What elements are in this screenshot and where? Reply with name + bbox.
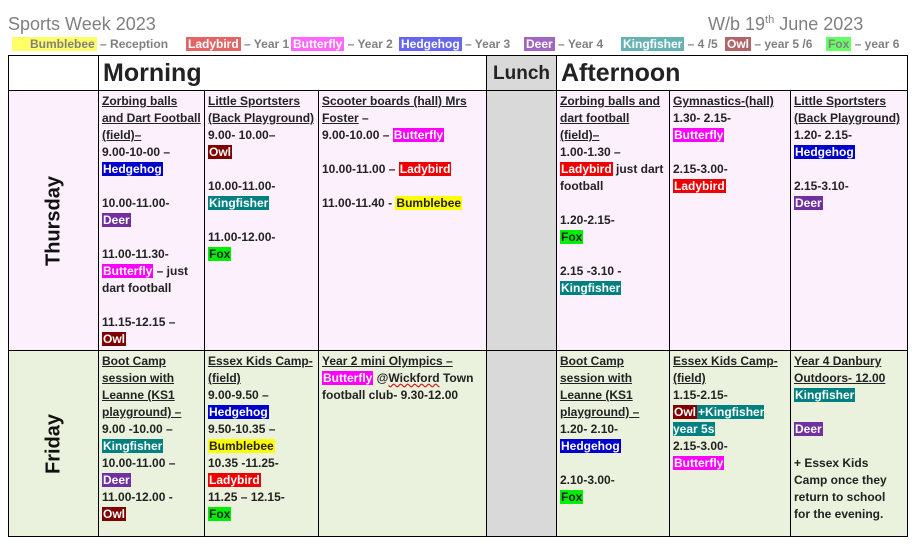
house-tag: Hedgehog bbox=[102, 162, 163, 176]
fri-essex-kids-camp-pm: Essex Kids Camp- (field) 1.15-2.15- Owl +… bbox=[669, 350, 791, 537]
house-tag: Kingfisher bbox=[560, 281, 622, 295]
house-tag: Deer bbox=[794, 196, 823, 210]
timetable: Morning Lunch Afternoon Thursday Zorbing… bbox=[8, 55, 909, 537]
fri-boot-camp-am: Boot Camp session with Leanne (KS1 playg… bbox=[98, 350, 205, 537]
house-key: Bumblebee – Reception Ladybird – Year 1 … bbox=[0, 37, 919, 54]
fri-mini-olympics: Year 2 mini Olympics – Butterfly @Wickfo… bbox=[318, 350, 487, 537]
house-tag: Owl bbox=[102, 507, 127, 521]
house-tag: Ladybird bbox=[673, 179, 726, 193]
page-title: Sports Week 2023 bbox=[8, 14, 156, 34]
house-tag: Butterfly bbox=[673, 128, 725, 142]
key-deer: Deer – Year 4 bbox=[524, 37, 604, 51]
house-tag: Ladybird bbox=[560, 162, 613, 176]
lunch-header: Lunch bbox=[486, 55, 557, 91]
house-tag: Butterfly bbox=[392, 128, 445, 142]
house-tag: Fox bbox=[208, 507, 232, 521]
house-tag: Kingfisher bbox=[102, 439, 164, 453]
house-tag: Butterfly bbox=[102, 264, 154, 278]
thu-scooter-boards: Scooter boards (hall) Mrs Foster – 9.00-… bbox=[318, 90, 487, 351]
day-friday: Friday bbox=[8, 350, 99, 537]
key-hedgehog: Hedgehog – Year 3 bbox=[399, 37, 511, 51]
house-tag: Owl bbox=[673, 405, 698, 419]
house-tag: Deer bbox=[794, 422, 823, 436]
house-tag: Butterfly bbox=[673, 456, 725, 470]
thu-zorbing-pm: Zorbing balls and dart football (field)–… bbox=[556, 90, 670, 351]
house-tag: Bumblebee bbox=[395, 196, 463, 210]
corner-cell bbox=[8, 55, 99, 91]
thu-lunch bbox=[486, 90, 557, 351]
morning-header: Morning bbox=[98, 55, 487, 91]
house-tag: Bumblebee bbox=[208, 439, 275, 453]
house-tag: Fox bbox=[208, 247, 232, 261]
house-tag: Fox bbox=[560, 490, 584, 504]
header-row: Morning Lunch Afternoon bbox=[8, 55, 909, 91]
afternoon-header: Afternoon bbox=[555, 55, 909, 91]
key-owl: Owl – year 5 /6 bbox=[725, 37, 813, 51]
thu-gymnastics: Gymnastics-(hall) 1.30- 2.15- Butterfly … bbox=[669, 90, 791, 351]
house-tag: Kingfisher bbox=[794, 388, 856, 402]
house-tag: Deer bbox=[102, 213, 131, 227]
thu-little-sportsters-pm: Little Sportsters (Back Playground) 1.20… bbox=[789, 90, 909, 351]
key-bumblebee: Bumblebee – Reception bbox=[12, 37, 168, 51]
fri-essex-kids-camp-am: Essex Kids Camp- (field) 9.00-9.50 – Hed… bbox=[204, 350, 319, 537]
fri-lunch bbox=[486, 350, 557, 537]
thu-zorbing-am: Zorbing balls and Dart Football (field)–… bbox=[98, 90, 205, 351]
friday-row: Friday Boot Camp session with Leanne (KS… bbox=[8, 350, 909, 537]
house-tag: Ladybird bbox=[398, 162, 452, 176]
house-tag: Fox bbox=[560, 230, 584, 244]
week-beginning: W/b 19th June 2023 bbox=[708, 14, 864, 34]
key-butterfly: Butterfly – Year 2 bbox=[291, 37, 393, 51]
fri-danbury-outdoors: Year 4 Danbury Outdoors- 12.00 Kingfishe… bbox=[789, 350, 909, 537]
house-tag: Kingfisher bbox=[208, 196, 270, 210]
thursday-row: Thursday Zorbing balls and Dart Football… bbox=[8, 90, 909, 351]
thu-little-sportsters-am: Little Sportsters (Back Playground) 9.00… bbox=[204, 90, 319, 351]
house-tag: Hedgehog bbox=[208, 405, 269, 419]
key-ladybird: Ladybird – Year 1 bbox=[186, 37, 290, 51]
fri-boot-camp-pm: Boot Camp session with Leanne (KS1 playg… bbox=[556, 350, 670, 537]
key-kingfisher: Kingfisher – 4 /5 bbox=[621, 37, 718, 51]
house-tag: Hedgehog bbox=[794, 145, 855, 159]
house-tag: Owl bbox=[208, 145, 233, 159]
house-tag: Hedgehog bbox=[560, 439, 621, 453]
key-fox: Fox – year 6 bbox=[826, 37, 900, 51]
day-thursday: Thursday bbox=[8, 90, 99, 351]
house-tag: Owl bbox=[102, 332, 127, 346]
house-tag: Deer bbox=[102, 473, 131, 487]
house-tag: Butterfly bbox=[322, 371, 374, 385]
house-tag: Ladybird bbox=[208, 473, 261, 487]
